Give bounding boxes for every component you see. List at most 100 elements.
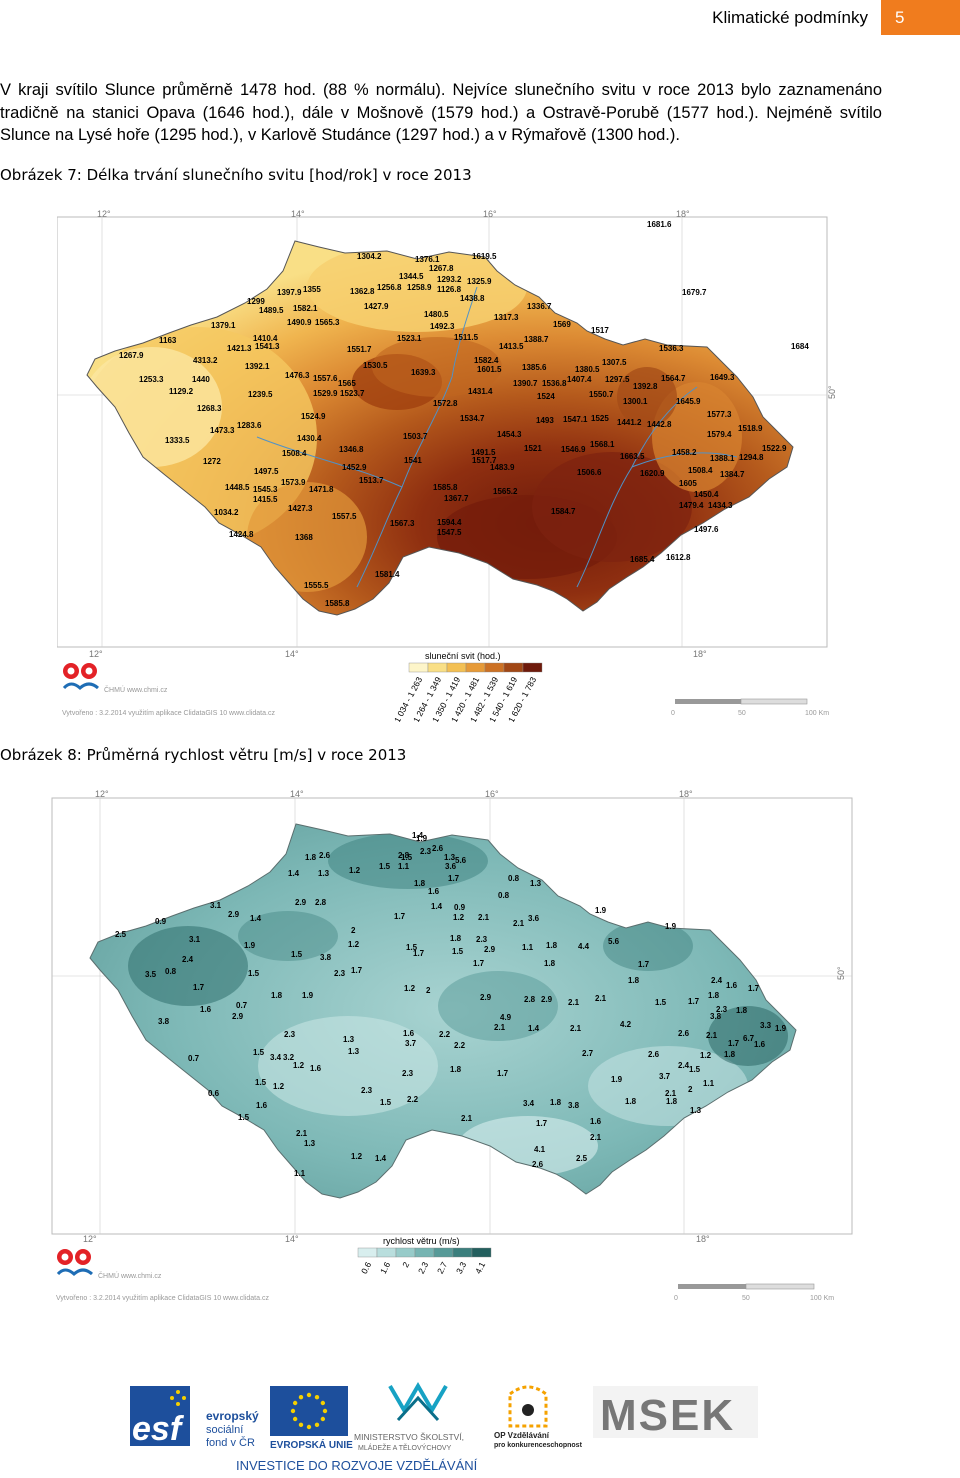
wind-station-value-90: 4.9: [500, 1013, 512, 1022]
wind-station-value-122: 1.9: [611, 1075, 623, 1084]
wind-station-value-58: 3.5: [145, 970, 157, 979]
esf-mark: esf: [132, 1410, 185, 1448]
sunshine-station-value-125: 1584.7: [551, 507, 576, 516]
wind-station-value-63: 1.8: [628, 976, 640, 985]
wind-station-value-83: 2.3: [716, 1005, 728, 1014]
wind-station-value-4: 1.5: [401, 853, 413, 862]
sunshine-station-value-130: 1424.8: [229, 530, 254, 539]
wind-station-value-145: 1.3: [304, 1139, 316, 1148]
scale-bar: 0 50 100 Km: [671, 698, 829, 717]
legend-title-2: rychlost větru (m/s): [383, 1236, 460, 1246]
wind-legend-swatch-3: [414, 1247, 435, 1258]
wind-station-value-18: 1.3: [530, 879, 542, 888]
wind-station-value-91: 2.1: [494, 1023, 506, 1032]
wind-station-value-76: 2.1: [595, 994, 607, 1003]
sunshine-station-value-12: 1355: [303, 285, 321, 294]
wind-station-value-118: 1.8: [450, 1065, 462, 1074]
wind-station-value-107: 2.7: [582, 1049, 594, 1058]
sunshine-station-value-94: 1508.4: [282, 449, 307, 458]
wind-legend-label-0: 0.6: [359, 1260, 374, 1275]
wind-station-value-26: 1.4: [431, 902, 443, 911]
wind-station-value-39: 3.1: [189, 935, 201, 944]
sunshine-station-value-9: 1258.9: [407, 283, 432, 292]
sunshine-station-value-25: 1492.3: [430, 322, 455, 331]
sunshine-station-value-78: 1493: [536, 416, 554, 425]
sunshine-station-value-65: 1523.7: [340, 389, 365, 398]
sunshine-station-value-44: 1392.1: [245, 362, 270, 371]
chmu-logo: ČHMÚ www.chmi.cz: [62, 663, 168, 694]
wind-station-value-27: 0.9: [454, 903, 466, 912]
wind-station-value-139: 1.5: [238, 1113, 250, 1122]
wind-station-value-54: 2.4: [182, 955, 194, 964]
sunshine-station-value-106: 1620.9: [640, 469, 665, 478]
sunshine-station-value-5: 1344.5: [399, 272, 424, 281]
sunshine-station-value-71: 1300.1: [623, 397, 648, 406]
wind-station-value-41: 2.3: [476, 935, 488, 944]
station-values: 1681.6 1304.2 1376.1 1619.5 1267.8 1344.5 1293…: [119, 220, 809, 608]
wind-station-value-52: 2.9: [484, 945, 496, 954]
sunshine-station-value-107: 1508.4: [688, 466, 713, 475]
sunshine-station-value-69: 1645.9: [676, 397, 701, 406]
wind-legend-swatch-1: [376, 1247, 397, 1258]
wind-station-value-66: 1.7: [748, 984, 760, 993]
sunshine-station-value-89: 1568.1: [590, 440, 615, 449]
wind-station-value-80: 0.7: [236, 1001, 248, 1010]
eu-star: [292, 1400, 298, 1406]
sunshine-station-value-96: 1663.5: [620, 452, 645, 461]
eu-star: [306, 1424, 312, 1430]
sunshine-station-value-81: 1283.6: [237, 421, 262, 430]
eu-star: [298, 1394, 304, 1400]
wind-station-value-3: 2.6: [432, 844, 444, 853]
wind-station-value-65: 1.6: [726, 981, 738, 990]
sunshine-station-value-15: 1679.7: [682, 288, 707, 297]
lat-tick-left-w: 50°: [48, 966, 50, 980]
sunshine-station-value-117: 1565.2: [493, 487, 518, 496]
op-vk-logo: OP Vzdělávání pro konkurenceschopnost: [494, 1385, 583, 1449]
sunshine-station-value-58: 1565: [338, 379, 356, 388]
wind-station-value-38: 2: [351, 926, 356, 935]
wind-station-value-87: 3.3: [760, 1021, 772, 1030]
wind-map: 12° 14° 16° 18° 12° 14° 18° 50° 50° 1.41…: [48, 789, 853, 1302]
sunshine-station-value-40: 1267.9: [119, 351, 144, 360]
wind-station-value-100: 1.6: [754, 1040, 766, 1049]
wind-station-value-43: 1.9: [244, 941, 256, 950]
sunshine-station-value-39: 1684: [791, 342, 809, 351]
lat-tick-right-w: 50°: [836, 966, 846, 980]
sunshine-station-value-19: 1489.5: [259, 306, 284, 315]
esf-logo: esf evropský sociální fond v ČR: [130, 1386, 259, 1449]
scale-50: 50: [738, 710, 746, 717]
wind-legend: rychlost větru (m/s) 0.6 1.6 2 2.3 2.7 3.3 4.1: [357, 1236, 492, 1275]
sunshine-station-value-121: 1479.4: [679, 501, 704, 510]
sunshine-legend-swatch-1: [427, 662, 448, 673]
op-line-1: OP Vzdělávání: [494, 1431, 550, 1440]
sunshine-station-value-33: 1388.7: [524, 335, 549, 344]
sunshine-station-value-27: 1379.1: [211, 321, 236, 330]
wind-legend-label-1: 1.6: [378, 1260, 393, 1275]
wind-station-value-137: 1.8: [625, 1097, 637, 1106]
lon-tick-bottom-18-w: 18°: [696, 1234, 710, 1244]
wind-station-value-73: 2.8: [524, 995, 536, 1004]
sunshine-station-value-98: 1517.7: [472, 456, 497, 465]
wind-station-value-70: 1.8: [271, 991, 283, 1000]
sunshine-station-value-56: 1253.3: [139, 375, 164, 384]
wind-station-value-144: 2.1: [590, 1133, 602, 1142]
wind-station-value-125: 1.2: [273, 1082, 285, 1091]
sunshine-station-value-113: 1585.8: [433, 483, 458, 492]
wind-legend-swatch-6: [471, 1247, 492, 1258]
wind-station-value-12: 3.6: [445, 862, 457, 871]
wind-station-value-136: 3.8: [568, 1101, 580, 1110]
sunshine-station-value-102: 1272: [203, 457, 221, 466]
wind-station-value-20: 1.8: [414, 879, 426, 888]
wind-station-value-97: 2.6: [678, 1029, 690, 1038]
wind-station-value-74: 2.9: [541, 995, 553, 1004]
wind-station-value-32: 3.6: [528, 914, 540, 923]
wind-station-value-37: 2.5: [115, 930, 127, 939]
wind-station-value-51: 3.8: [320, 953, 332, 962]
sunshine-station-value-126: 1557.5: [332, 512, 357, 521]
wind-legend-swatch-4: [433, 1247, 454, 1258]
rivers: [256, 286, 738, 588]
sunshine-station-value-91: 1346.8: [339, 445, 364, 454]
wind-station-value-92: 1.4: [528, 1024, 540, 1033]
eu-star: [314, 1422, 320, 1428]
wind-legend-swatch-0: [357, 1247, 378, 1258]
